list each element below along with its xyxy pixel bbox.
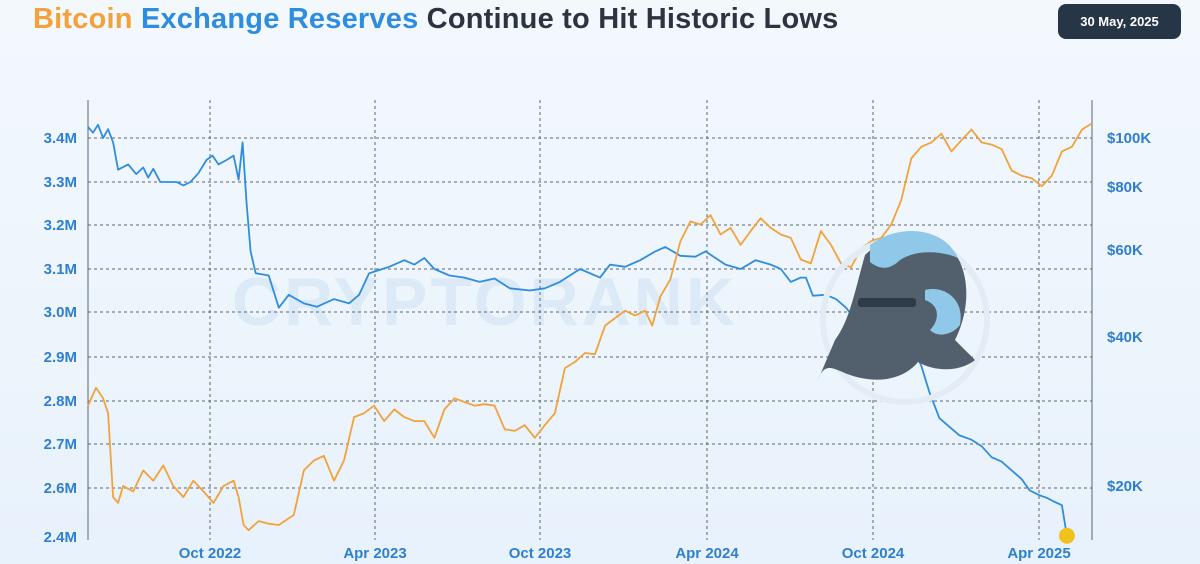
latest-point-marker <box>1058 527 1075 544</box>
y-left-tick-label: 2.7M <box>44 436 77 453</box>
helmet-plume <box>870 230 958 268</box>
x-axis: Oct 2022 Apr 2023 Oct 2023 Apr 2024 Oct 2024… <box>179 545 1071 562</box>
y-left-tick-label: 2.9M <box>44 349 77 366</box>
knight-helmet-logo <box>818 230 990 405</box>
y-right-tick-label: $20K <box>1107 478 1143 495</box>
helmet-shape <box>818 235 975 380</box>
helmet-wing <box>925 289 961 335</box>
y-right-tick-label: $40K <box>1107 329 1143 346</box>
y-left-tick-label: 2.4M <box>44 529 77 546</box>
y-right-axis: $100K $80K $60K $40K $20K <box>1107 130 1151 495</box>
x-tick-label: Apr 2024 <box>675 545 739 562</box>
x-tick-label: Oct 2022 <box>179 545 242 562</box>
y-left-tick-label: 2.6M <box>44 480 77 497</box>
y-left-tick-label: 2.8M <box>44 393 77 410</box>
y-left-axis: 3.4M 3.3M 3.2M 3.1M 3.0M 2.9M 2.8M 2.7M 2.6M 2.4M <box>44 130 77 546</box>
y-right-tick-label: $80K <box>1107 179 1143 196</box>
x-tick-label: Oct 2023 <box>509 545 572 562</box>
title-part-exchange-reserves: Exchange Reserves <box>140 3 419 35</box>
y-left-tick-label: 3.3M <box>44 174 77 191</box>
title-part-bitcoin: Bitcoin <box>33 3 133 35</box>
x-tick-label: Oct 2024 <box>842 545 905 562</box>
x-tick-label: Apr 2025 <box>1007 545 1070 562</box>
y-left-tick-label: 3.4M <box>44 130 77 147</box>
price-line <box>87 122 1093 532</box>
y-right-tick-label: $100K <box>1107 130 1151 147</box>
reserves-line <box>87 123 1068 536</box>
y-right-tick-label: $60K <box>1107 242 1143 259</box>
chart-title: Bitcoin Exchange Reserves Continue to Hi… <box>33 3 838 36</box>
title-part-rest: Continue to Hit Historic Lows <box>426 3 839 35</box>
helmet-visor <box>858 298 916 307</box>
watermark-text: CRYPTORANK <box>232 264 738 340</box>
y-left-tick-label: 3.1M <box>44 261 77 278</box>
date-badge: 30 May, 2025 <box>1058 4 1181 39</box>
series-layer <box>87 122 1093 536</box>
y-left-tick-label: 3.0M <box>44 304 77 321</box>
y-left-tick-label: 3.2M <box>44 217 77 234</box>
x-tick-label: Apr 2023 <box>343 545 406 562</box>
